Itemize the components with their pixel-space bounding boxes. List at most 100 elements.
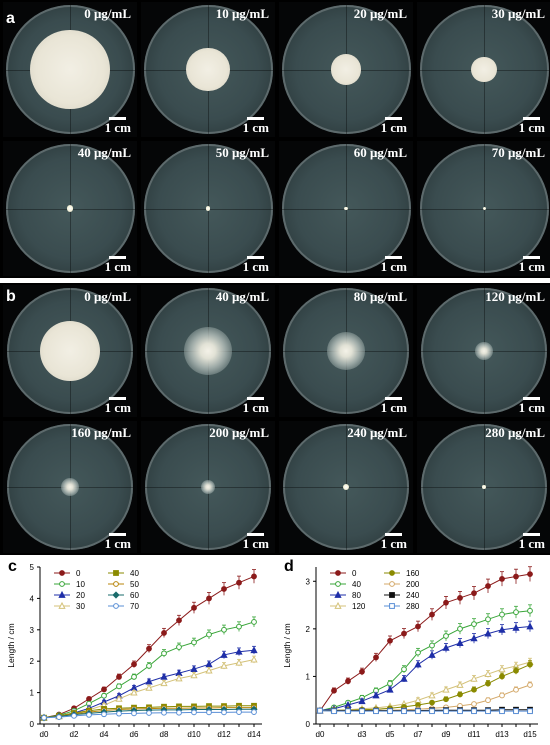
data-point xyxy=(317,707,323,714)
scale-label: 1 cm xyxy=(518,536,545,551)
data-point xyxy=(442,685,450,693)
x-tick-label: d12 xyxy=(217,730,231,739)
data-point xyxy=(236,623,242,630)
data-point xyxy=(499,575,505,582)
concentration-label: 0 μg/mL xyxy=(84,6,131,21)
line-chart-c: 0 1 2 3 4 5 d0 d2 d4 d6 d8 d10 d12 d14 Length / cm 0 10 2… xyxy=(6,563,262,739)
data-point xyxy=(373,654,379,661)
data-point xyxy=(345,708,351,715)
data-point xyxy=(401,708,407,715)
data-point xyxy=(191,604,197,611)
data-point xyxy=(527,571,533,578)
scale-label: 1 cm xyxy=(380,259,407,274)
x-tick-label: d8 xyxy=(160,730,169,739)
series-line xyxy=(319,661,531,712)
data-point xyxy=(457,691,463,698)
dish-tile: 40 μg/mL 1 cm xyxy=(3,141,137,276)
series-line xyxy=(319,625,531,712)
legend-label: 240 xyxy=(406,591,420,600)
legend-label: 50 xyxy=(130,580,139,589)
data-point xyxy=(146,645,152,652)
legend-label: 120 xyxy=(352,602,366,611)
dish-tile: 80 μg/mL 1 cm xyxy=(279,285,413,417)
data-point xyxy=(331,708,337,715)
scale-bar: 1 cm xyxy=(519,397,545,414)
data-point xyxy=(429,708,435,715)
data-point xyxy=(415,708,421,715)
data-point xyxy=(513,573,519,580)
dish-tile: 280 μg/mL 1 cm xyxy=(417,421,550,553)
y-tick-label: 0 xyxy=(30,720,35,729)
data-point xyxy=(485,616,491,623)
legend-label: 70 xyxy=(130,602,139,611)
panel-letter-d: d xyxy=(284,558,294,575)
data-point xyxy=(251,619,257,625)
fungal-colony xyxy=(184,327,232,375)
y-tick-label: 2 xyxy=(306,625,311,634)
fungal-colony xyxy=(327,332,365,370)
data-point xyxy=(513,686,519,693)
dish-tile: 0 μg/mL 1 cm xyxy=(3,2,137,137)
data-point xyxy=(235,658,243,666)
data-point xyxy=(145,683,153,691)
y-tick-label: 1 xyxy=(306,672,311,681)
dish-tile: 60 μg/mL 1 cm xyxy=(279,141,413,276)
scale-label: 1 cm xyxy=(104,536,131,551)
data-point xyxy=(498,665,506,673)
data-point xyxy=(443,696,449,703)
legend-label: 40 xyxy=(130,569,139,578)
concentration-label: 60 μg/mL xyxy=(353,145,407,160)
scale-bar: 1 cm xyxy=(243,533,269,550)
scale-bar: 1 cm xyxy=(381,533,407,550)
data-point xyxy=(221,626,227,633)
y-tick-label: 4 xyxy=(30,594,35,603)
data-point xyxy=(429,611,435,618)
concentration-label: 40 μg/mL xyxy=(215,289,269,304)
x-tick-label: d10 xyxy=(187,730,201,739)
panel-letter-b: b xyxy=(6,288,16,305)
data-point xyxy=(71,712,77,719)
data-point xyxy=(415,649,421,656)
dish-tile: 200 μg/mL 1 cm xyxy=(141,421,275,553)
data-point xyxy=(428,650,436,658)
scale-bar: 1 cm xyxy=(105,397,131,414)
data-point xyxy=(527,661,533,668)
concentration-label: 160 μg/mL xyxy=(71,425,131,440)
x-tick-label: d7 xyxy=(414,730,423,739)
concentration-label: 240 μg/mL xyxy=(347,425,407,440)
data-point xyxy=(161,650,167,657)
legend-marker xyxy=(113,603,119,609)
data-point xyxy=(415,623,421,630)
scale-label: 1 cm xyxy=(104,400,131,415)
legend-marker xyxy=(59,581,65,587)
data-point xyxy=(41,714,47,721)
legend-marker xyxy=(58,601,66,609)
legend-marker xyxy=(389,581,395,587)
fungal-colony xyxy=(205,206,211,211)
y-axis-label: Length / cm xyxy=(6,623,16,667)
data-point xyxy=(512,623,520,631)
fungal-colony xyxy=(66,205,74,212)
dish-tile: 70 μg/mL 1 cm xyxy=(417,141,550,276)
y-tick-label: 0 xyxy=(306,720,311,729)
concentration-label: 20 μg/mL xyxy=(353,6,407,21)
fungal-colony xyxy=(201,480,215,494)
data-point xyxy=(527,607,533,614)
concentration-label: 40 μg/mL xyxy=(77,145,131,160)
scale-bar: 1 cm xyxy=(105,256,131,273)
data-point xyxy=(131,710,137,717)
x-tick-label: d2 xyxy=(70,730,79,739)
series-line xyxy=(319,610,531,712)
panel-letter-c: c xyxy=(8,558,17,575)
data-point xyxy=(513,667,519,674)
data-point xyxy=(471,701,477,707)
scale-label: 1 cm xyxy=(104,259,131,274)
data-point xyxy=(457,595,463,601)
data-point xyxy=(221,586,227,592)
data-point xyxy=(101,686,107,693)
data-point xyxy=(251,573,257,580)
data-point xyxy=(191,709,197,716)
scale-label: 1 cm xyxy=(104,120,131,135)
data-point xyxy=(513,609,519,616)
fungal-colony xyxy=(342,483,350,491)
